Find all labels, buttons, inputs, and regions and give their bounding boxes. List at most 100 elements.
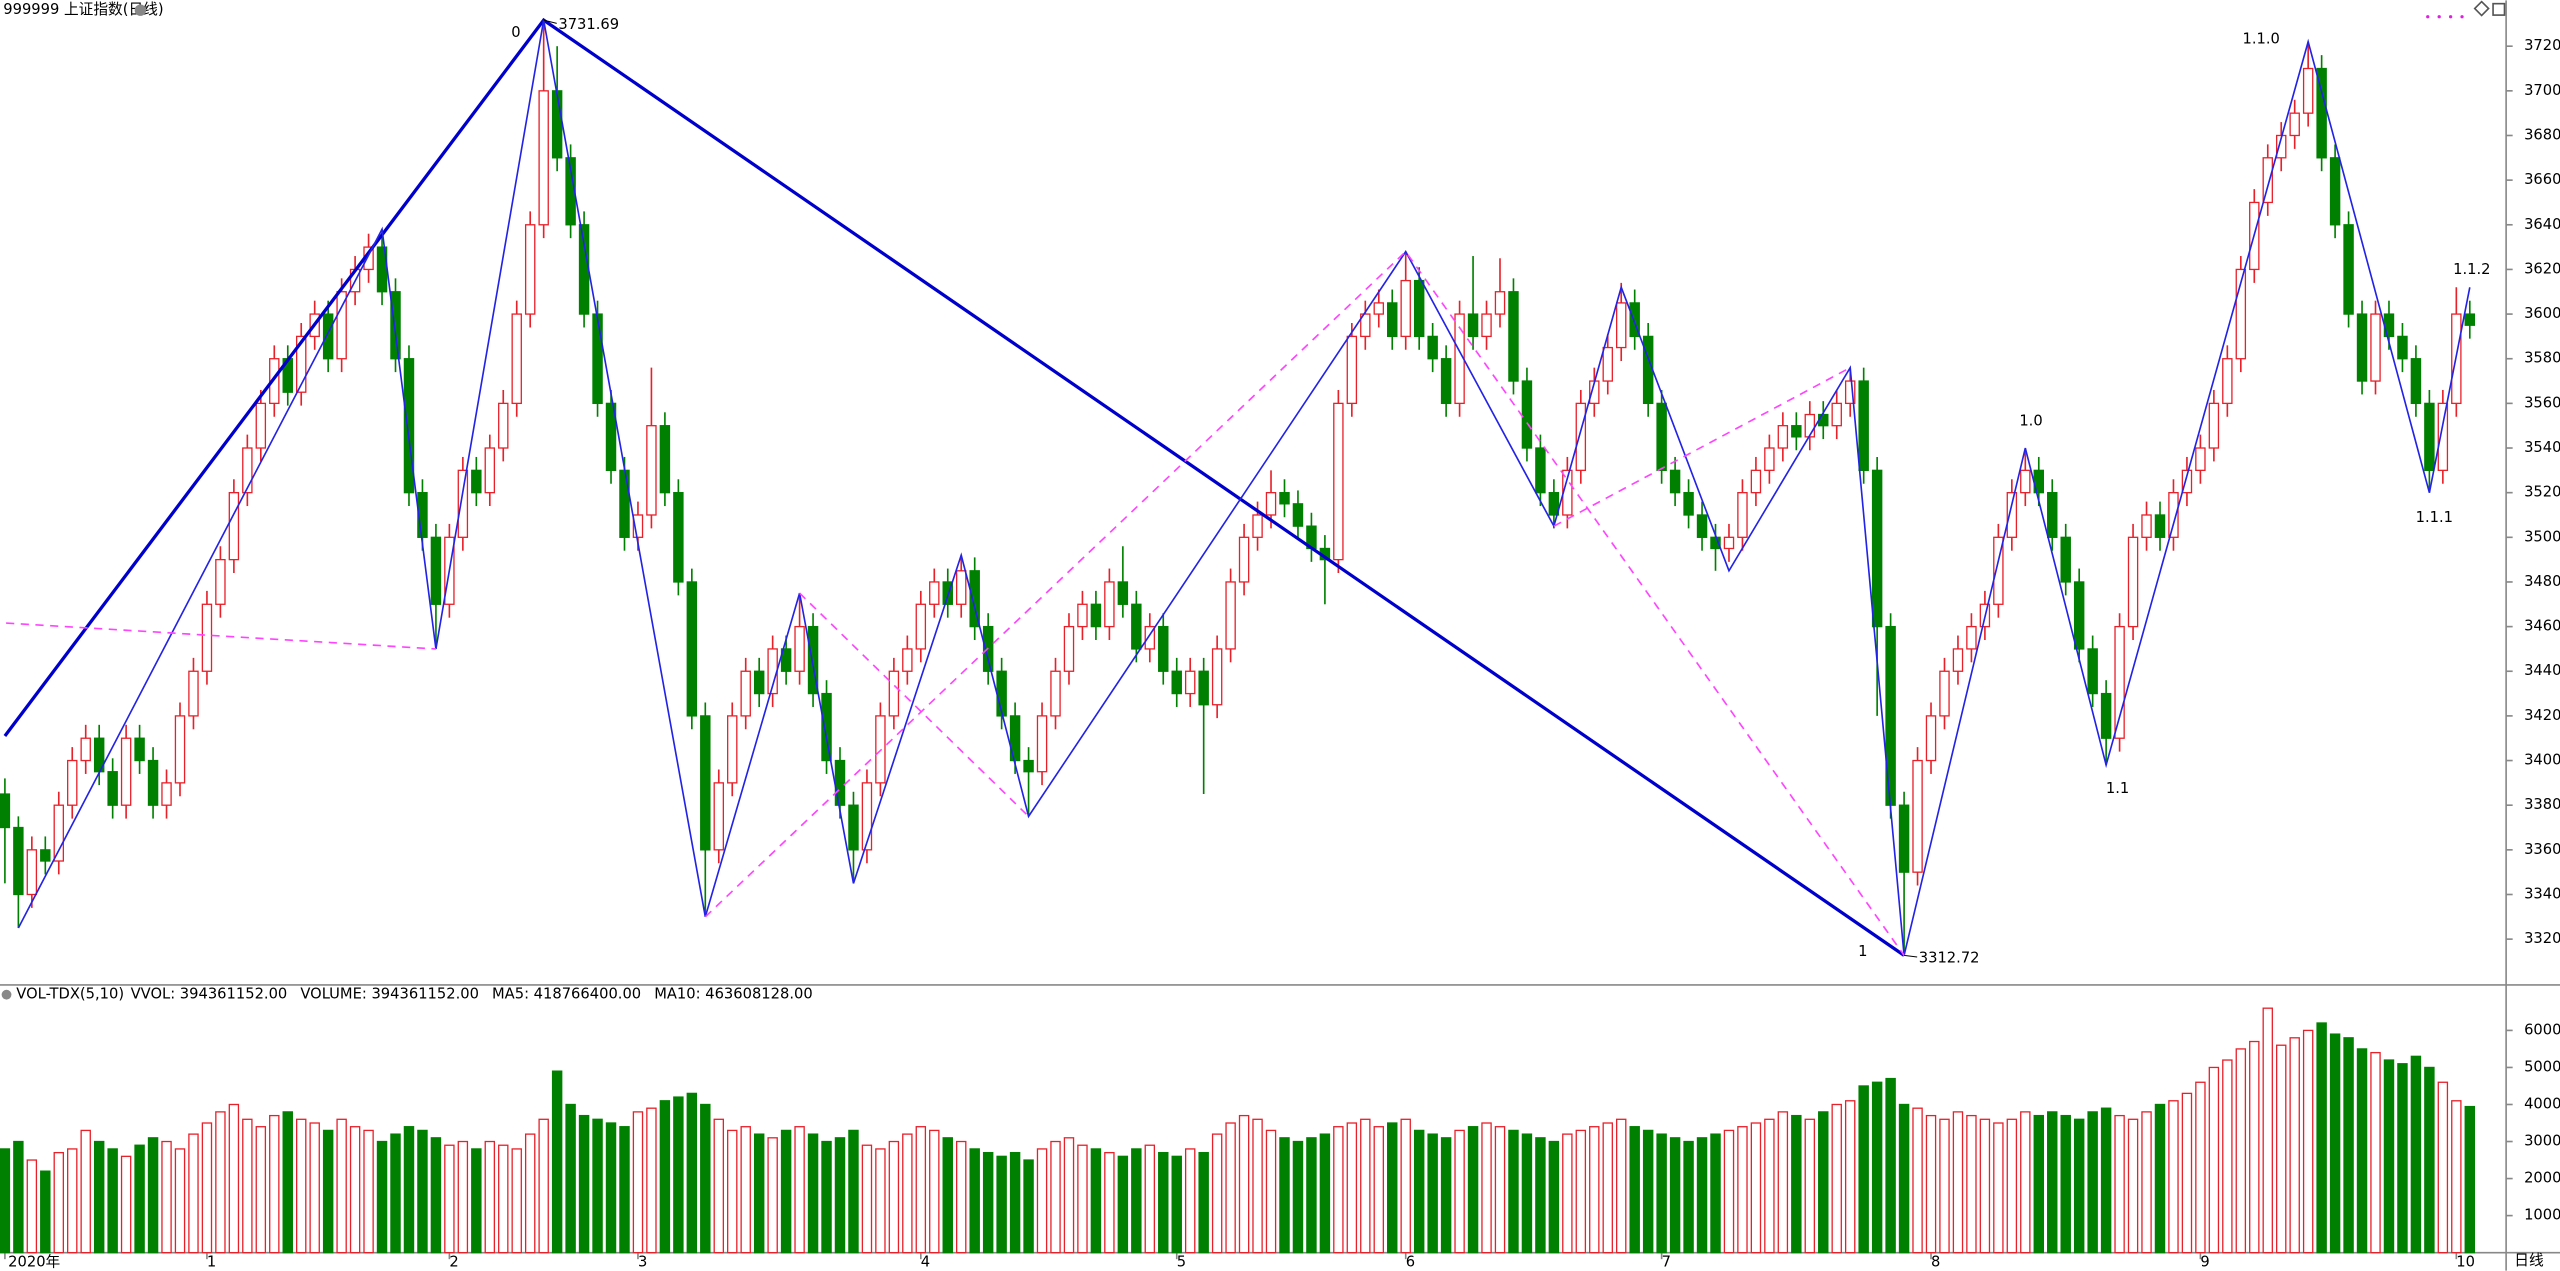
- candle-body: [1993, 536, 2004, 605]
- candle-body: [2168, 492, 2179, 538]
- toolbar-icon[interactable]: [2473, 0, 2490, 17]
- volume-bar: [2235, 1048, 2247, 1254]
- volume-bar: [565, 1103, 576, 1254]
- candle-body: [1440, 358, 1452, 405]
- candle-body: [1669, 469, 1681, 494]
- candle-body: [956, 570, 967, 605]
- volume-bar: [1036, 1148, 1048, 1254]
- x-tick-label: 9: [2200, 1253, 2209, 1270]
- volume-bar: [1925, 1114, 1937, 1254]
- volume-bar: [646, 1107, 657, 1254]
- candle-body: [2006, 492, 2018, 538]
- volume-bar: [942, 1137, 953, 1254]
- volume-bar: [524, 1133, 536, 1254]
- volume-bar: [767, 1137, 778, 1254]
- volume-bar: [1912, 1107, 1923, 1254]
- wave-line: [799, 592, 1030, 817]
- candle-body: [1333, 402, 1344, 561]
- volume-bar: [498, 1144, 509, 1254]
- volume-bar: [1952, 1111, 1964, 1254]
- candle-body: [1225, 581, 1236, 650]
- volume-bar: [1131, 1148, 1142, 1254]
- candle-body: [1831, 402, 1842, 427]
- volume-bar: [915, 1126, 927, 1254]
- volume-bar: [902, 1133, 913, 1254]
- volume-bar: [1723, 1129, 1735, 1254]
- volume-bar: [807, 1133, 819, 1254]
- volume-bar: [93, 1140, 105, 1254]
- candle-body: [700, 715, 711, 851]
- candle-body: [632, 514, 644, 538]
- volume-bar: [740, 1126, 751, 1254]
- candle-body: [1360, 313, 1371, 338]
- candle-body: [794, 625, 805, 672]
- candle-body: [1548, 492, 1560, 516]
- volume-bar: [2451, 1100, 2462, 1254]
- volume-bar: [1009, 1151, 1021, 1254]
- candle-body: [1252, 514, 1263, 538]
- volume-bar: [457, 1140, 469, 1254]
- volume-bar: [188, 1133, 199, 1254]
- volume-bar: [2343, 1037, 2354, 1254]
- volume-bar: [80, 1129, 91, 1254]
- candle-body: [861, 782, 873, 851]
- candle-body: [1777, 425, 1789, 449]
- volume-bar: [1387, 1122, 1398, 1254]
- volume-bar: [1144, 1144, 1156, 1254]
- volume-bar: [2370, 1051, 2381, 1254]
- volume-bar: [1427, 1133, 1438, 1254]
- volume-bar: [1764, 1118, 1775, 1254]
- volume-bar: [376, 1140, 388, 1254]
- candle-body: [1265, 492, 1277, 516]
- candle-body: [26, 849, 38, 896]
- y-tick-label: 3600: [2524, 305, 2560, 322]
- volume-bar: [2114, 1114, 2125, 1254]
- volume-bar: [174, 1148, 186, 1254]
- volume-bar: [1494, 1126, 1506, 1254]
- candle-body: [659, 425, 671, 494]
- volume-bar: [1696, 1137, 1708, 1254]
- candle-body: [2424, 402, 2435, 471]
- volume-bar: [1804, 1118, 1816, 1254]
- volume-bar: [53, 1151, 65, 1254]
- volume-bar: [1400, 1118, 1411, 1254]
- volume-bar: [201, 1122, 213, 1254]
- candle-body: [1090, 603, 1102, 628]
- volume-bar: [2006, 1118, 2018, 1254]
- chart-title: 999999 上证指数(日线): [3, 1, 163, 18]
- y-tick-label: 3360: [2524, 841, 2560, 858]
- toolbar-icon[interactable]: [2492, 2, 2506, 16]
- candle-body: [1898, 804, 1910, 873]
- volume-bar: [659, 1100, 671, 1254]
- y-tick-label: 3380: [2524, 796, 2560, 813]
- candle-body: [727, 715, 738, 784]
- candle-body: [1279, 492, 1290, 505]
- candle-body: [2127, 536, 2139, 628]
- volume-bar: [2181, 1092, 2193, 1254]
- candle-body: [1858, 380, 1869, 471]
- volume-bar: [13, 1140, 24, 1254]
- y-tick-label: 3540: [2524, 439, 2560, 456]
- volume-bar: [228, 1103, 240, 1254]
- volume-bar: [2141, 1111, 2152, 1254]
- volume-bar: [471, 1148, 482, 1254]
- volume-bar: [1575, 1129, 1587, 1254]
- volume-bar: [1589, 1126, 1600, 1254]
- volume-bar: [727, 1129, 738, 1254]
- candle-body: [1656, 402, 1667, 471]
- volume-bar: [309, 1122, 320, 1254]
- volume-bar: [430, 1137, 442, 1254]
- volume-bar: [1844, 1100, 1856, 1254]
- volume-bar: [2329, 1033, 2341, 1254]
- volume-bar: [1898, 1103, 1910, 1254]
- candle-body: [430, 536, 442, 605]
- volume-bar: [753, 1133, 765, 1254]
- wave-line: [1553, 366, 1851, 527]
- volume-bar: [1521, 1133, 1533, 1254]
- volume-bar: [1642, 1129, 1654, 1254]
- volume-bar: [403, 1126, 415, 1254]
- volume-readout: VVOL: 394361152.00: [131, 986, 288, 1003]
- candle-body: [1009, 715, 1021, 762]
- volume-bar: [982, 1151, 994, 1254]
